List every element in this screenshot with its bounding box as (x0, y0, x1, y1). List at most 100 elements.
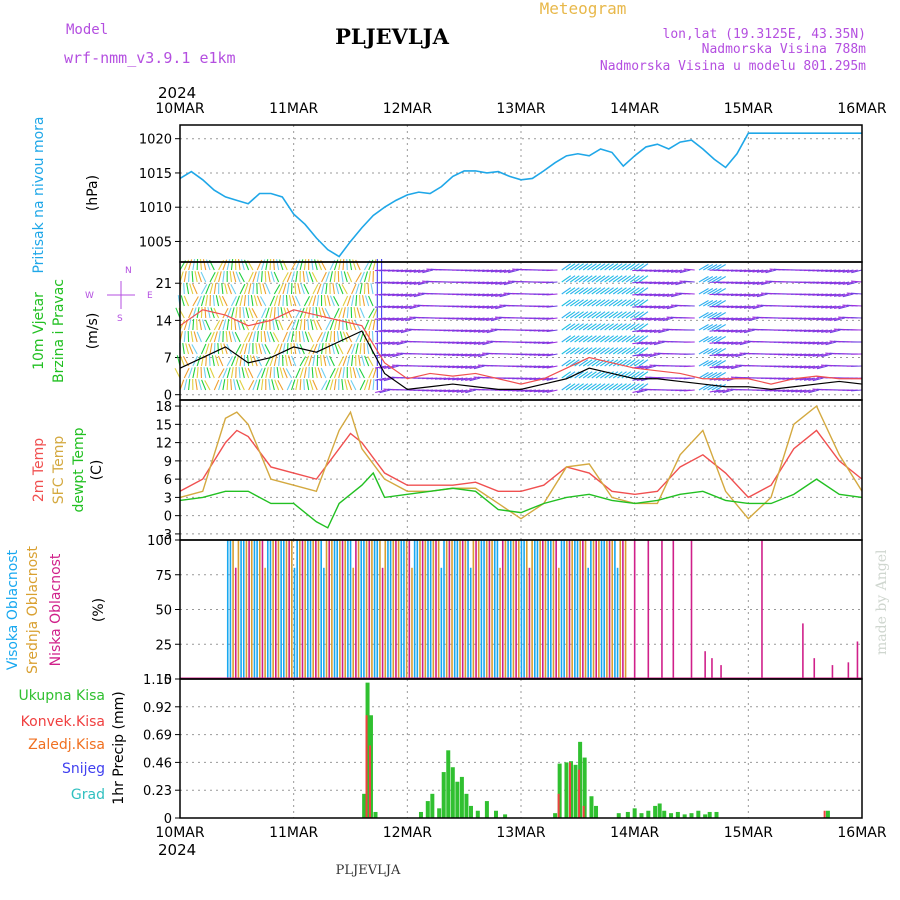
wind-barb (350, 379, 357, 391)
wind-barb (495, 293, 507, 298)
wind-barb (261, 343, 267, 355)
y-tick-label: 1020 (139, 133, 172, 148)
wind-barb (756, 269, 768, 273)
wind-barb (413, 281, 425, 286)
wind-barb (808, 365, 820, 369)
wind-barb (439, 365, 451, 368)
wind-barb (234, 319, 237, 331)
wind-barb (188, 270, 190, 283)
wind-barb (718, 389, 730, 394)
wind-barb (739, 305, 751, 309)
wind-barb (533, 377, 545, 381)
wind-barb (808, 353, 820, 357)
wind-barb (282, 367, 288, 379)
wind-barb (260, 319, 265, 331)
wind-barb (842, 281, 854, 286)
wind-barb (565, 275, 576, 283)
wind-barb (640, 293, 652, 296)
wind-barb (222, 271, 225, 283)
wind-barb (715, 336, 726, 343)
wind-barb (812, 293, 824, 296)
wind-barb (658, 281, 670, 285)
wind-barb (683, 389, 695, 392)
wind-barb (565, 371, 576, 379)
wind-barb (570, 347, 580, 355)
precip-bar (484, 801, 489, 818)
wind-barb (748, 293, 760, 297)
wind-barb (715, 288, 726, 295)
wind-barb (314, 259, 318, 271)
pressure-unit-label: (hPa) (85, 175, 101, 211)
wind-barb (587, 311, 597, 319)
wind-barb (276, 367, 280, 379)
wind-barb (529, 389, 541, 393)
wind-barb (711, 288, 722, 295)
wind-barb (226, 259, 231, 271)
wind-barb (520, 377, 532, 380)
wind-barb (537, 365, 549, 369)
wind-barb (587, 335, 597, 343)
wind-barb (315, 307, 318, 319)
wind-barb (640, 281, 652, 284)
wind-barb (361, 295, 365, 307)
precip-bar (703, 814, 708, 818)
wind-barb (726, 341, 738, 345)
y-tick-label: 9 (164, 455, 172, 470)
wind-barb (413, 269, 425, 273)
wind-barb (561, 383, 572, 391)
wind-barb (816, 353, 828, 358)
wind-barb (587, 323, 597, 331)
wind-barb (795, 389, 807, 393)
wind-barb (222, 319, 227, 331)
wind-barb (604, 371, 614, 379)
wind-barb (387, 281, 399, 284)
wind-barb (612, 323, 623, 331)
wind-barb (711, 372, 722, 379)
wind-barb (304, 331, 310, 343)
wind-barb (201, 379, 207, 391)
wind-barb (221, 283, 224, 295)
wind-barb (829, 329, 841, 334)
wind-barb (709, 329, 721, 332)
wind-barb (312, 283, 319, 295)
wind-barb (808, 341, 820, 345)
wind-barb (703, 312, 714, 319)
wind-barb (653, 281, 665, 285)
wind-barb (711, 384, 722, 391)
wind-barb (272, 319, 275, 331)
wind-barb (795, 341, 807, 344)
wind-barb (392, 293, 404, 297)
temp-unit-label: (C) (89, 460, 105, 481)
wind-barb (447, 377, 459, 381)
wind-barb (731, 365, 743, 370)
wind-barb (795, 377, 807, 381)
wind-barb (290, 271, 295, 283)
wind-barb (316, 343, 321, 355)
wind-barb (698, 372, 709, 379)
wind-barb (346, 355, 351, 367)
wind-barb (578, 383, 589, 391)
wind-barb (825, 341, 837, 346)
wind-barb (561, 359, 572, 367)
wind-barb (363, 271, 369, 283)
wind-barb (383, 317, 395, 321)
wind-barb (829, 293, 841, 297)
precip-bar (564, 762, 569, 818)
wind-barb (600, 335, 610, 343)
wind-barb (473, 281, 485, 284)
wind-barb (582, 311, 593, 319)
wind-barb (612, 383, 623, 391)
wind-barb (443, 389, 455, 393)
wind-barb (638, 335, 649, 343)
x-tick-top: 14MAR (610, 101, 659, 117)
wind-barb (604, 347, 614, 355)
wind-barb (604, 287, 614, 295)
wind-barb (612, 311, 623, 319)
wind-barb (630, 311, 640, 319)
wind-barb (272, 332, 280, 343)
wind-barb (460, 389, 472, 394)
wind-barb (625, 311, 636, 319)
wind-barb (338, 355, 345, 367)
wind-barb (285, 294, 288, 307)
wind-barb (658, 317, 670, 322)
